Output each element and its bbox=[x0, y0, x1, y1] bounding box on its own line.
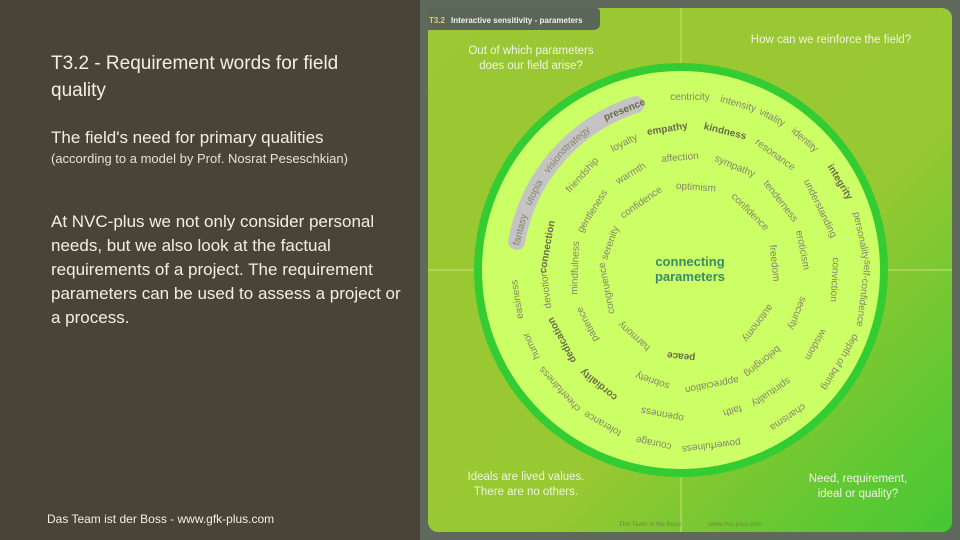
diagram-footer-left: The Team is the Boss bbox=[619, 521, 682, 528]
diagram-question: Ideals are lived values. bbox=[468, 471, 585, 483]
diagram-footer-right: www.nvc-plus.com bbox=[707, 521, 762, 528]
subtitle-text: The field's need for primary qualities bbox=[51, 128, 324, 147]
slide-footer: Das Team ist der Boss - www.gfk-plus.com bbox=[47, 512, 275, 526]
parameter-word: peace bbox=[666, 349, 696, 363]
center-label-1: connecting bbox=[655, 254, 724, 269]
parameter-word: freedom bbox=[767, 244, 782, 282]
diagram-question: Out of which parameters bbox=[468, 45, 594, 57]
outer-ring bbox=[474, 63, 888, 477]
slide-subtitle: The field's need for primary qualities (… bbox=[51, 128, 391, 168]
diagram-question: How can we reinforce the field? bbox=[751, 34, 911, 46]
parameter-word: optimism bbox=[676, 181, 717, 195]
slide-text-panel: T3.2 - Requirement words for field quali… bbox=[0, 0, 420, 540]
diagram-tab bbox=[420, 8, 600, 30]
diagram-question: Need, requirement, bbox=[809, 473, 907, 485]
slide-body: At NVC-plus we not only consider persona… bbox=[51, 212, 401, 327]
parameter-word: faith bbox=[722, 402, 743, 418]
parameter-word: conviction bbox=[828, 257, 841, 302]
diagram-question: ideal or quality? bbox=[818, 488, 899, 500]
parameter-word: centricity bbox=[670, 92, 709, 103]
slide-title: T3.2 - Requirement words for field quali… bbox=[51, 53, 339, 101]
center-label-2: parameters bbox=[655, 269, 725, 284]
diagram-question: does our field arise? bbox=[479, 60, 583, 72]
diagram-question: There are no others. bbox=[474, 486, 578, 498]
parameter-word: mindfulness bbox=[569, 241, 582, 295]
tab-number: T3.2 bbox=[429, 16, 446, 25]
parameter-word: affection bbox=[661, 151, 699, 165]
tab-title: Interactive sensitivity - parameters bbox=[451, 16, 583, 25]
highlight-arc bbox=[508, 96, 645, 250]
parameter-word: devotion bbox=[539, 270, 555, 309]
subtitle-note: (according to a model by Prof. Nosrat Pe… bbox=[51, 151, 348, 166]
